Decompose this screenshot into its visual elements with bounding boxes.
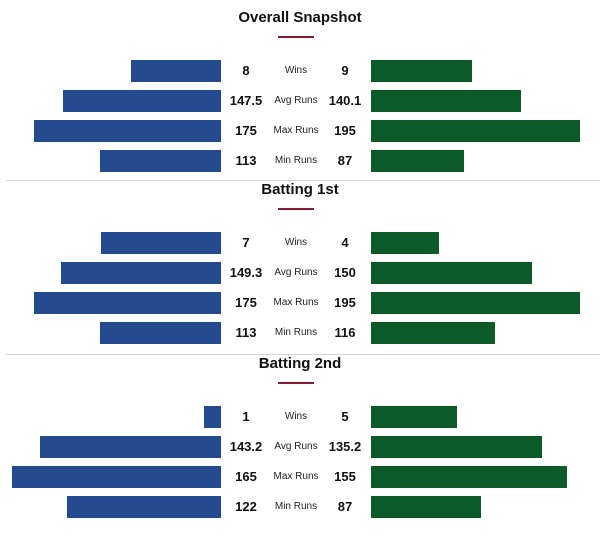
bar-right	[371, 406, 457, 428]
data-label-right: 87	[337, 153, 353, 168]
section-title: Batting 2nd	[258, 355, 342, 372]
metric-label: Wins	[284, 65, 308, 76]
bar-right	[371, 150, 465, 172]
data-label-right: 116	[334, 325, 356, 340]
data-label-right: 155	[334, 469, 356, 484]
bar-right	[371, 232, 440, 254]
data-label-left: 175	[235, 295, 257, 310]
chart-row: 143.2 Avg Runs 135.2	[0, 436, 600, 458]
data-label-left: 8	[242, 63, 250, 78]
data-label-right: 135.2	[328, 439, 362, 454]
data-label-right: 195	[334, 123, 356, 138]
title-underline	[278, 382, 314, 384]
chart-row: 175 Max Runs 195	[0, 292, 600, 314]
data-label-left: 122	[235, 499, 257, 514]
bar-right	[371, 292, 580, 314]
metric-label: Min Runs	[274, 327, 318, 338]
bar-right	[371, 496, 482, 518]
data-label-right: 195	[334, 295, 356, 310]
metric-label: Wins	[284, 237, 308, 248]
data-label-left: 7	[242, 235, 250, 250]
chart-row: 1 Wins 5	[0, 406, 600, 428]
data-label-right: 140.1	[328, 93, 362, 108]
data-label-left: 147.5	[229, 93, 263, 108]
chart-row: 7 Wins 4	[0, 232, 600, 254]
data-label-right: 87	[337, 499, 353, 514]
bar-right	[371, 466, 568, 488]
chart-row: 122 Min Runs 87	[0, 496, 600, 518]
section-title: Overall Snapshot	[238, 9, 362, 26]
metric-label: Min Runs	[274, 155, 318, 166]
chart-row: 113 Min Runs 87	[0, 150, 600, 172]
chart-row: 113 Min Runs 116	[0, 322, 600, 344]
bar-right	[371, 322, 496, 344]
metric-label: Max Runs	[273, 125, 319, 136]
section-title: Batting 1st	[261, 181, 339, 198]
data-label-left: 113	[235, 153, 257, 168]
bar-left	[100, 150, 221, 172]
data-label-left: 113	[235, 325, 257, 340]
data-label-right: 5	[341, 409, 349, 424]
metric-label: Wins	[284, 411, 308, 422]
metric-label: Min Runs	[274, 501, 318, 512]
bar-left	[66, 496, 221, 518]
bar-left	[203, 406, 221, 428]
bar-left	[101, 232, 221, 254]
metric-label: Avg Runs	[274, 95, 318, 106]
data-label-left: 175	[235, 123, 257, 138]
data-label-right: 4	[341, 235, 349, 250]
bar-left	[12, 466, 221, 488]
bar-left	[131, 60, 221, 82]
bar-right	[371, 262, 532, 284]
data-label-left: 143.2	[229, 439, 263, 454]
title-underline	[278, 208, 314, 210]
metric-label: Max Runs	[273, 471, 319, 482]
bar-left	[33, 292, 221, 314]
bar-left	[63, 90, 221, 112]
bar-right	[371, 90, 521, 112]
bar-right	[371, 436, 543, 458]
section-divider	[6, 180, 600, 181]
bar-right	[371, 120, 580, 142]
title-underline	[278, 36, 314, 38]
bar-left	[33, 120, 221, 142]
data-label-left: 165	[235, 469, 257, 484]
chart-row: 147.5 Avg Runs 140.1	[0, 90, 600, 112]
chart-row: 149.3 Avg Runs 150	[0, 262, 600, 284]
metric-label: Avg Runs	[274, 267, 318, 278]
bar-left	[39, 436, 221, 458]
chart-row: 175 Max Runs 195	[0, 120, 600, 142]
section-divider	[6, 354, 600, 355]
bar-right	[371, 60, 472, 82]
metric-label: Avg Runs	[274, 441, 318, 452]
data-label-left: 1	[242, 409, 250, 424]
data-label-right: 150	[334, 265, 356, 280]
bar-left	[61, 262, 221, 284]
bar-left	[100, 322, 221, 344]
chart-row: 8 Wins 9	[0, 60, 600, 82]
data-label-right: 9	[341, 63, 349, 78]
data-label-left: 149.3	[229, 265, 263, 280]
metric-label: Max Runs	[273, 297, 319, 308]
chart-row: 165 Max Runs 155	[0, 466, 600, 488]
